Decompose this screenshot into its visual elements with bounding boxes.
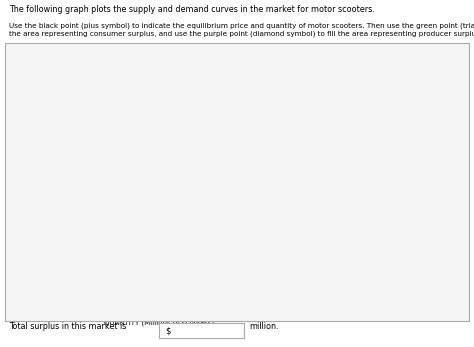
Text: million.: million. bbox=[249, 322, 278, 331]
X-axis label: QUANTITY (Millions of scooters): QUANTITY (Millions of scooters) bbox=[104, 319, 214, 325]
Text: Equilibrium: Equilibrium bbox=[329, 90, 377, 99]
FancyBboxPatch shape bbox=[287, 119, 323, 149]
Text: Total surplus in this market is: Total surplus in this market is bbox=[9, 322, 127, 331]
Circle shape bbox=[410, 47, 429, 69]
Text: Supply: Supply bbox=[55, 241, 82, 250]
Text: ?: ? bbox=[416, 53, 423, 64]
FancyBboxPatch shape bbox=[287, 161, 323, 190]
Y-axis label: PRICE (Dollars per scooter): PRICE (Dollars per scooter) bbox=[15, 146, 21, 240]
Text: Demand: Demand bbox=[55, 135, 88, 144]
Text: Consumer Surplus: Consumer Surplus bbox=[329, 129, 406, 138]
Text: Use the black point (plus symbol) to indicate the equilibrium price and quantity: Use the black point (plus symbol) to ind… bbox=[9, 23, 474, 36]
Text: Producer Surplus: Producer Surplus bbox=[329, 171, 401, 180]
Text: The following graph plots the supply and demand curves in the market for motor s: The following graph plots the supply and… bbox=[9, 5, 375, 14]
Text: $: $ bbox=[165, 326, 171, 335]
